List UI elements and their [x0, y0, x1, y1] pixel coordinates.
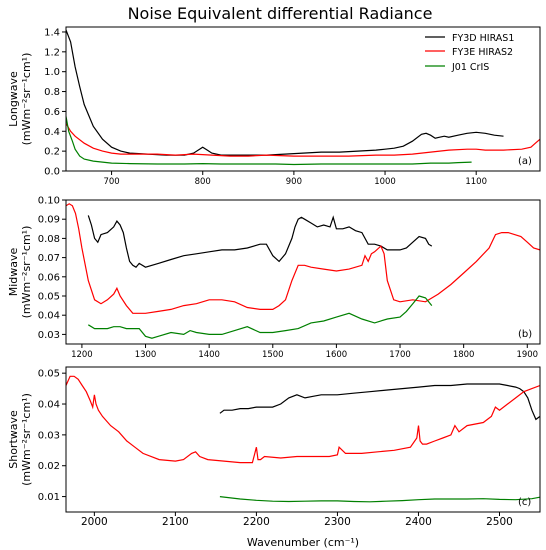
x-tick-label-longwave-2: 900 [286, 177, 302, 187]
x-tick-label-shortwave-5: 2500 [486, 516, 513, 528]
y-tick-label-longwave-0: 0.0 [44, 167, 60, 178]
x-tick-label-midwave-4: 1600 [326, 350, 348, 360]
x-tick-label-midwave-7: 1900 [516, 350, 538, 360]
panel-annotation-longwave: (a) [518, 156, 532, 167]
y-axis-unit-longwave: (mWm⁻²sr⁻¹cm¹) [20, 53, 33, 146]
chart-title: Noise Equivalent differential Radiance [128, 4, 433, 23]
x-tick-label-shortwave-4: 2400 [405, 516, 432, 528]
y-tick-label-longwave-7: 1.4 [44, 27, 60, 38]
legend-label-0: FY3D HIRAS1 [452, 33, 514, 44]
series-line-shortwave-1 [66, 375, 540, 464]
series-line-shortwave-0 [219, 383, 540, 421]
y-tick-label-midwave-1: 0.04 [38, 311, 60, 322]
x-axis-label: Wavenumber (cm⁻¹) [247, 536, 359, 549]
series-line-midwave-2 [87, 295, 433, 339]
y-tick-label-shortwave-0: 0.01 [38, 492, 60, 503]
panel-longwave: 700 800 900 1000 1100 0.0 0.2 0.4 0.6 0.8 1.0 1.2 1.… [7, 26, 541, 187]
y-axis-unit-midwave: (mWm⁻²sr⁻¹cm¹) [20, 226, 33, 319]
x-tick-label-midwave-0: 1200 [71, 350, 93, 360]
x-tick-label-shortwave-3: 2300 [324, 516, 351, 528]
legend-label-1: FY3E HIRAS2 [452, 47, 513, 58]
legend: FY3D HIRAS1 FY3E HIRAS2 J01 CrIS [425, 33, 514, 73]
x-tick-label-midwave-1: 1300 [135, 350, 157, 360]
axes-frame-shortwave [65, 366, 541, 513]
series-line-midwave-1 [66, 203, 540, 314]
series-line-shortwave-2 [219, 496, 540, 503]
y-axis-unit-shortwave: (mWm⁻²sr⁻¹cm¹) [20, 393, 33, 486]
y-tick-label-midwave-5: 0.08 [38, 234, 60, 245]
series-line-longwave-1 [66, 123, 540, 157]
y-tick-label-midwave-7: 0.10 [38, 196, 60, 207]
axes-frame-midwave [65, 199, 541, 345]
x-tick-label-shortwave-2: 2200 [243, 516, 270, 528]
y-tick-label-midwave-0: 0.03 [38, 330, 60, 341]
y-axis-label-longwave: Longwave [7, 71, 20, 127]
x-tick-label-midwave-3: 1500 [262, 350, 284, 360]
x-tick-label-longwave-3: 1000 [374, 177, 396, 187]
y-tick-label-shortwave-4: 0.05 [38, 369, 60, 380]
x-tick-label-longwave-1: 800 [195, 177, 211, 187]
y-tick-label-shortwave-2: 0.03 [38, 430, 60, 441]
y-tick-label-midwave-6: 0.09 [38, 215, 60, 226]
x-tick-label-midwave-2: 1400 [198, 350, 220, 360]
y-tick-label-midwave-2: 0.05 [38, 292, 60, 303]
x-tick-label-midwave-6: 1800 [453, 350, 475, 360]
y-tick-label-midwave-4: 0.07 [38, 253, 60, 264]
y-tick-label-longwave-1: 0.2 [44, 147, 60, 158]
y-axis-label-midwave: Midwave [7, 247, 20, 296]
y-tick-label-shortwave-3: 0.04 [38, 400, 60, 411]
x-tick-label-longwave-0: 700 [103, 177, 119, 187]
x-tick-label-longwave-4: 1100 [465, 177, 487, 187]
y-tick-label-midwave-3: 0.06 [38, 272, 60, 283]
axes-frame-longwave [65, 26, 541, 172]
panel-shortwave: 2000 2100 2200 2300 2400 2500 0.01 0.02 0.03 0.04… [7, 366, 541, 528]
series-line-longwave-0 [66, 29, 504, 156]
x-tick-label-shortwave-0: 2000 [81, 516, 108, 528]
y-tick-label-longwave-5: 1.0 [44, 67, 60, 78]
panel-annotation-shortwave: (c) [518, 497, 531, 508]
y-tick-label-longwave-3: 0.6 [44, 107, 60, 118]
panel-midwave: 1200 1300 1400 1500 1600 1700 1800 1900 0.03 0.04… [7, 196, 541, 360]
series-line-midwave-0 [87, 215, 433, 268]
y-tick-label-longwave-2: 0.4 [44, 127, 60, 138]
y-tick-label-shortwave-1: 0.02 [38, 461, 60, 472]
y-tick-label-longwave-4: 0.8 [44, 87, 60, 98]
y-tick-label-longwave-6: 1.2 [44, 47, 60, 58]
series-line-longwave-2 [66, 116, 472, 166]
legend-label-2: J01 CrIS [451, 62, 489, 73]
x-tick-label-shortwave-1: 2100 [162, 516, 189, 528]
y-axis-label-shortwave: Shortwave [7, 410, 20, 469]
panel-annotation-midwave: (b) [518, 329, 532, 340]
x-tick-label-midwave-5: 1700 [389, 350, 411, 360]
